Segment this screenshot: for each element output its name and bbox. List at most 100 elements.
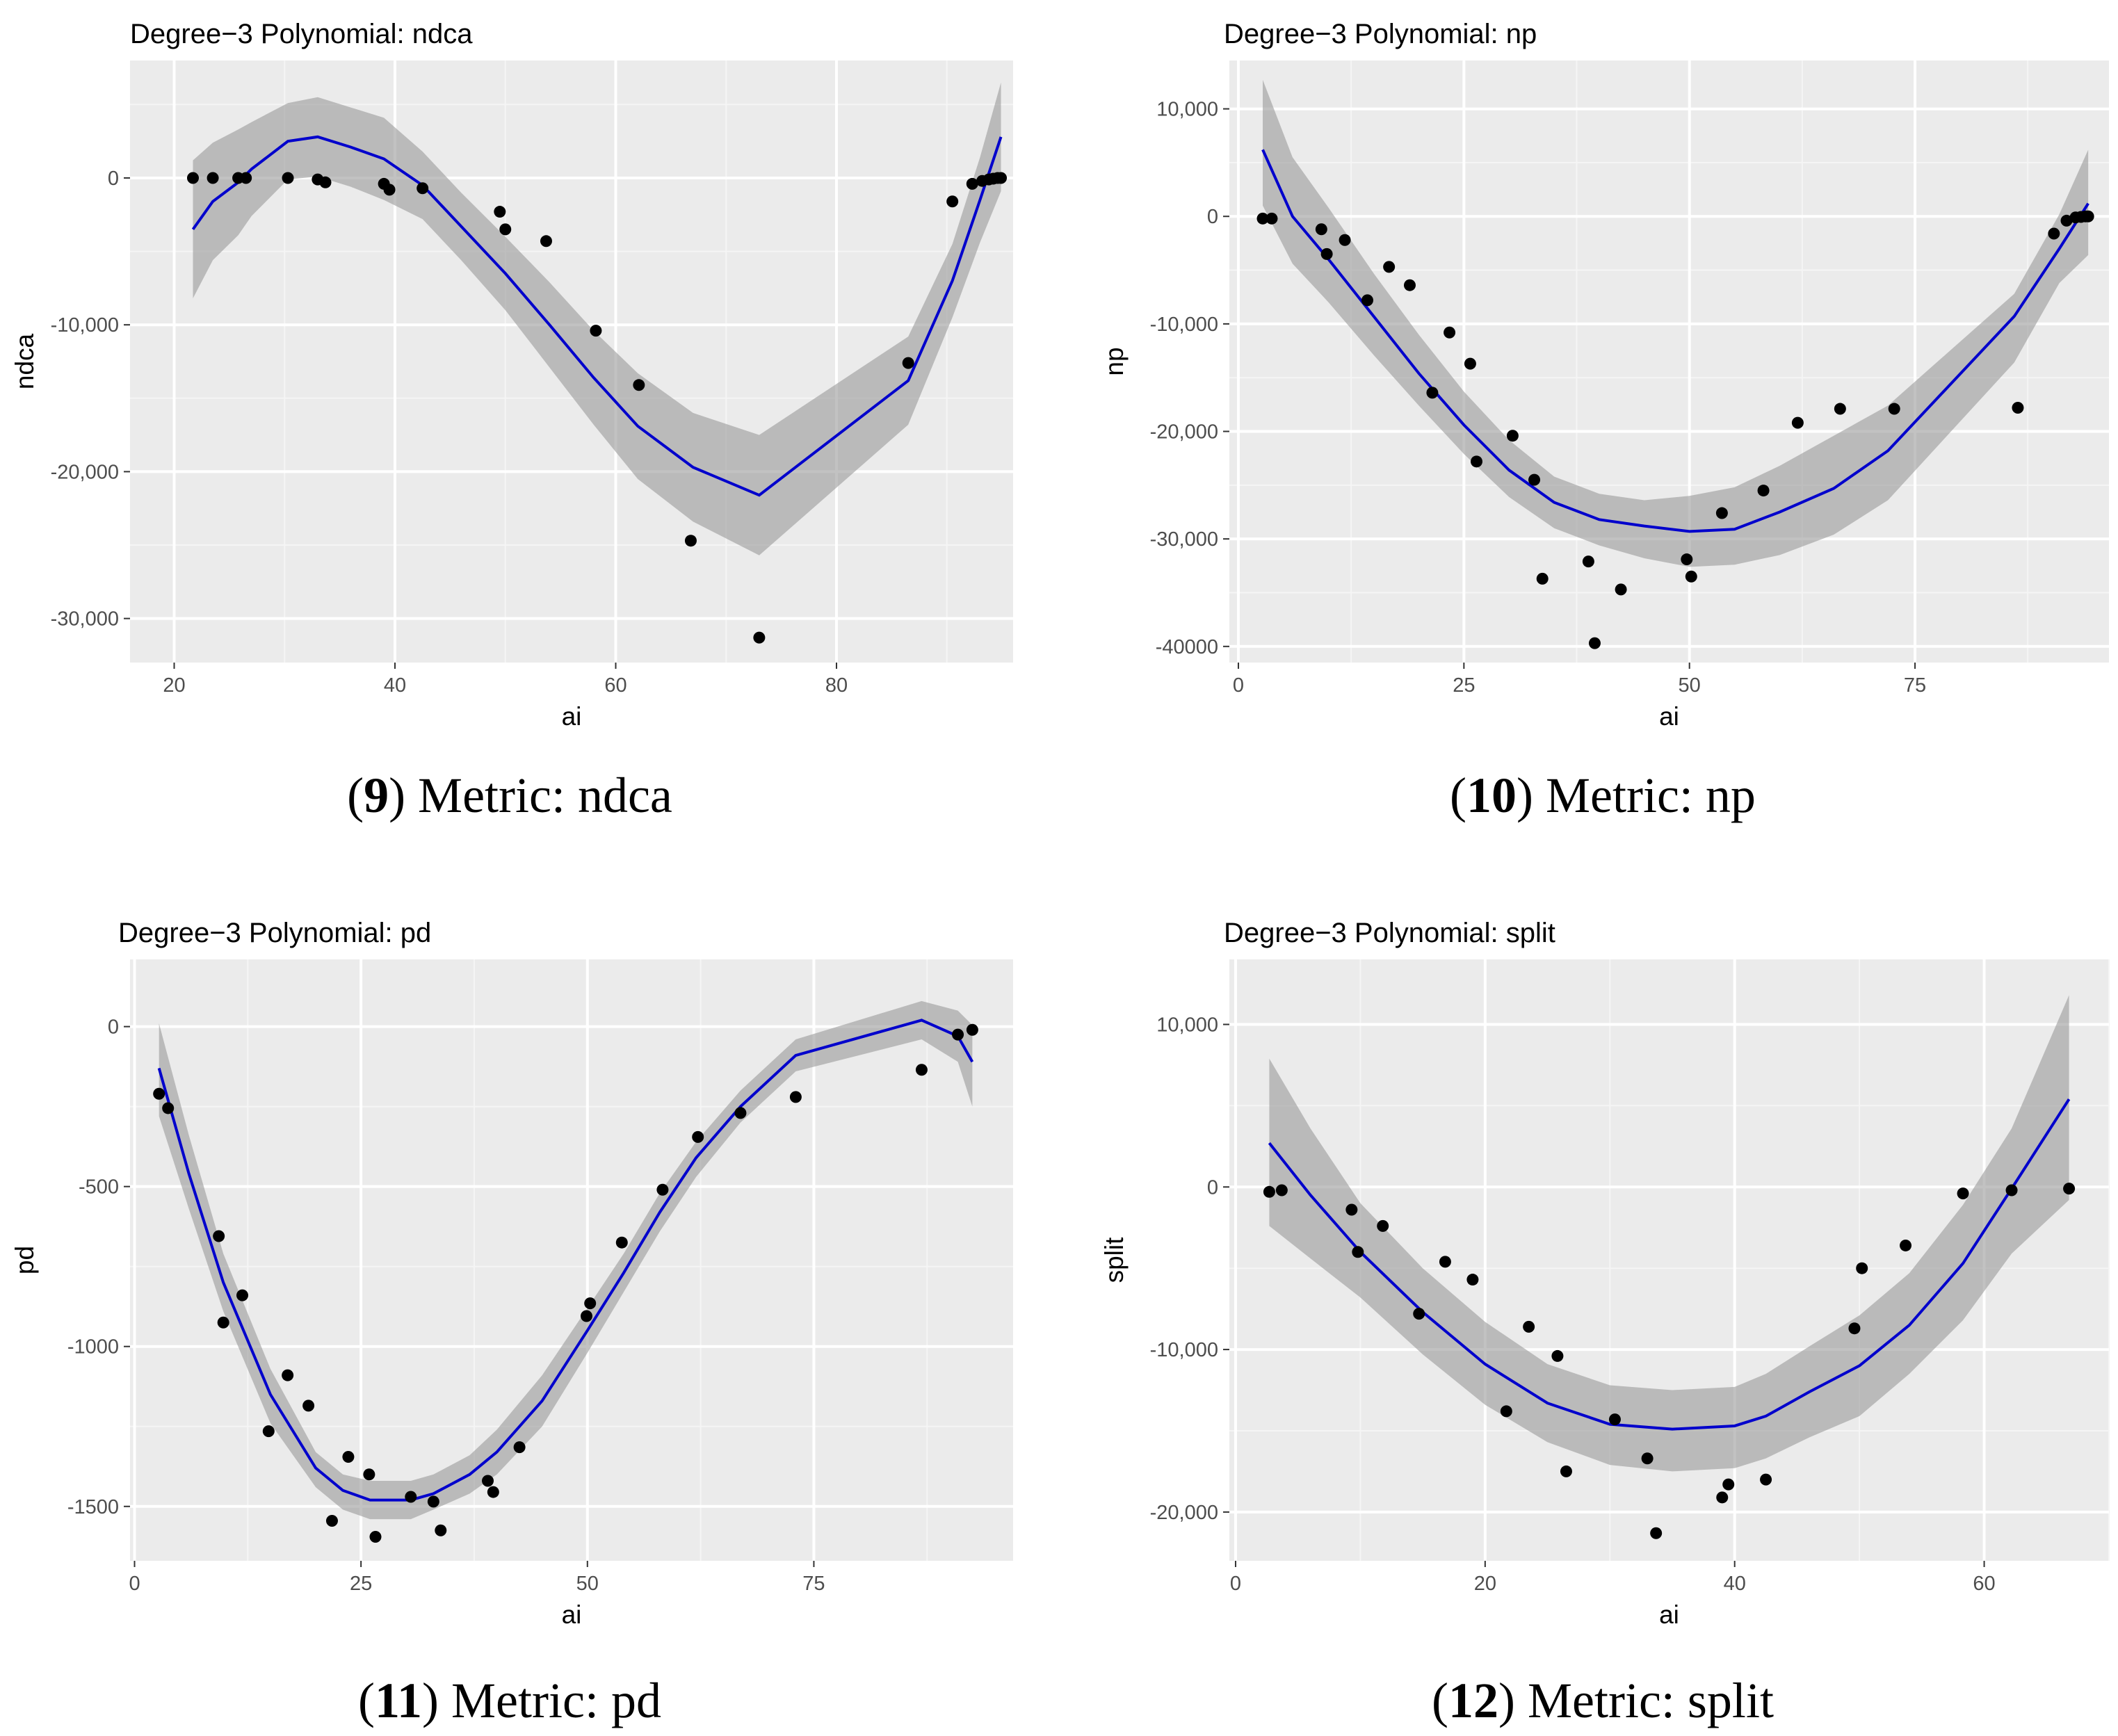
x-tick-label: 75 <box>802 1573 825 1595</box>
data-point <box>482 1475 494 1487</box>
data-point <box>494 206 506 218</box>
confidence-band <box>1263 79 2089 567</box>
data-point <box>1315 223 1327 236</box>
x-tick-label: 40 <box>384 674 406 697</box>
data-point <box>1263 1185 1275 1198</box>
data-point <box>734 1107 747 1119</box>
data-point <box>1500 1405 1512 1418</box>
x-tick-label: 60 <box>1973 1573 1995 1595</box>
data-point <box>186 172 199 184</box>
data-point <box>213 1230 225 1242</box>
y-tick-label: -20,000 <box>1150 1502 1218 1524</box>
fit-line <box>157 1019 974 1502</box>
data-point <box>1339 234 1351 246</box>
caption-number: 9 <box>364 768 389 823</box>
data-point <box>1266 212 1278 225</box>
chart-title: Degree−3 Polynomial: split <box>1224 918 1555 948</box>
x-tick-label: 75 <box>1904 674 1926 697</box>
data-point <box>580 1310 592 1322</box>
figure-caption: (9) Metric: ndca <box>347 768 672 823</box>
data-point <box>1560 1465 1572 1477</box>
y-tick-label: -10,000 <box>1150 1339 1218 1361</box>
data-point <box>427 1495 439 1508</box>
data-point <box>753 631 766 644</box>
figure-caption: (12) Metric: split <box>1432 1673 1774 1728</box>
data-point <box>2005 1184 2018 1196</box>
data-point <box>2060 214 2073 227</box>
x-tick-label: 60 <box>604 674 626 697</box>
data-point <box>153 1087 165 1100</box>
confidence-band <box>193 82 1001 555</box>
y-tick-label: 10,000 <box>1156 1014 1218 1037</box>
figure-caption: (11) Metric: pd <box>358 1673 661 1728</box>
caption-text: ) Metric: pd <box>422 1673 661 1728</box>
data-point <box>584 1297 597 1310</box>
x-tick-label: 25 <box>350 1573 372 1595</box>
data-point <box>1681 553 1693 566</box>
x-tick-label: 25 <box>1453 674 1475 697</box>
data-point <box>302 1400 315 1412</box>
data-point <box>1608 1413 1621 1426</box>
data-point <box>240 172 252 184</box>
y-axis-label: ndca <box>10 333 39 389</box>
x-axis-label: ai <box>562 1600 582 1629</box>
y-tick-label: -30,000 <box>51 608 119 631</box>
data-point <box>1413 1308 1425 1320</box>
caption-open-paren: ( <box>347 768 364 823</box>
x-axis-label: ai <box>1659 1600 1679 1629</box>
data-point <box>1528 473 1541 486</box>
data-point <box>1900 1239 1912 1251</box>
y-tick-label: -20,000 <box>51 461 119 483</box>
data-point <box>1650 1527 1663 1539</box>
caption-open-paren: ( <box>1432 1673 1448 1728</box>
figure-caption: (10) Metric: np <box>1450 768 1756 823</box>
caption-number: 11 <box>375 1673 422 1728</box>
data-point <box>262 1425 275 1438</box>
data-point <box>1383 261 1396 273</box>
y-tick-label: 0 <box>108 1016 119 1039</box>
data-point <box>325 1514 338 1527</box>
data-point <box>1888 403 1900 415</box>
caption-number: 12 <box>1448 1673 1498 1728</box>
data-point <box>1466 1274 1479 1286</box>
x-tick-label: 20 <box>163 674 185 697</box>
data-point <box>1856 1262 1868 1274</box>
chart-panel-4: 0 20 40 60 10,000 0 -10,000 -20,000 Degree−3 Pol… <box>1100 918 2110 1728</box>
data-point <box>1551 1349 1564 1362</box>
y-tick-label: 10,000 <box>1156 99 1218 121</box>
data-point <box>995 172 1008 184</box>
plot-background <box>130 959 1013 1561</box>
data-point <box>417 182 429 195</box>
data-point <box>615 1236 628 1249</box>
data-point <box>1256 212 1269 225</box>
data-point <box>1848 1322 1861 1335</box>
data-point <box>2082 210 2094 222</box>
caption-text: ) Metric: ndca <box>389 768 672 823</box>
x-tick-label: 0 <box>129 1573 140 1595</box>
y-axis-label: np <box>1100 347 1129 375</box>
fit-line <box>1268 1098 2071 1431</box>
chart-title: Degree−3 Polynomial: ndca <box>130 19 473 49</box>
data-point <box>1439 1256 1451 1268</box>
data-point <box>1641 1452 1654 1465</box>
y-tick-label: 0 <box>1207 1176 1218 1199</box>
data-point <box>966 177 978 190</box>
data-point <box>1320 248 1333 260</box>
data-point <box>946 195 959 208</box>
x-tick-label: 20 <box>1474 1573 1496 1595</box>
data-point <box>1361 294 1374 307</box>
data-point <box>1588 637 1601 649</box>
caption-number: 10 <box>1466 768 1517 823</box>
data-point <box>1444 326 1456 339</box>
chart-panel-2: 0 25 50 75 10,000 0 -10,000 -20,000 -30,000 -4000… <box>1100 19 2109 823</box>
data-point <box>236 1289 249 1301</box>
chart-panel-1: 20 40 60 80 0 -10,000 -20,000 -30,000 Degree−3 P… <box>10 19 1013 823</box>
data-point <box>1615 583 1627 596</box>
chart-title: Degree−3 Polynomial: np <box>1224 19 1537 49</box>
data-point <box>590 325 602 337</box>
y-axis-label: pd <box>10 1246 39 1274</box>
y-tick-label: 0 <box>1207 206 1218 228</box>
caption-text: ) Metric: np <box>1517 768 1756 823</box>
data-point <box>1834 403 1846 415</box>
